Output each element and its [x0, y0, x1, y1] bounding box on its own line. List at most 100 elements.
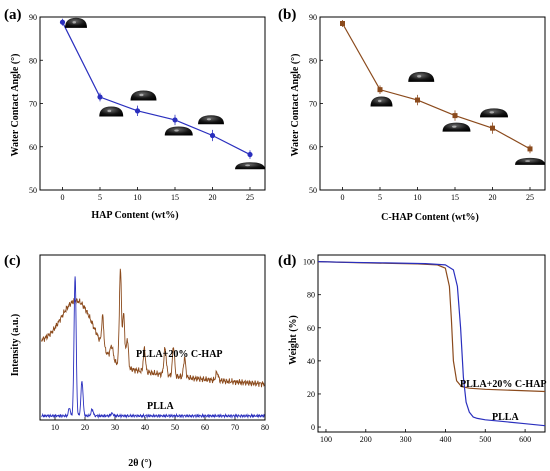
panel-c-xtick-label: 10	[51, 423, 59, 432]
panel-a-data-point	[209, 132, 216, 139]
panel-d-ylabel: Weight (%)	[288, 315, 299, 365]
panel-c-xtick-label: 60	[201, 423, 209, 432]
panel-d-ytick-label: 20	[307, 390, 315, 399]
panel-a-droplet-3-highlight	[174, 129, 179, 132]
panel-d-xtick-label: 600	[519, 435, 531, 444]
panel-a-droplet-1	[99, 106, 124, 117]
panel-c-series-plla	[41, 276, 265, 420]
panel-b-ytick-label: 80	[309, 56, 317, 65]
panel-a-droplet-5-highlight	[245, 164, 251, 167]
panel-b-ytick-label: 60	[309, 143, 317, 152]
panel-c-series-composite	[41, 268, 265, 388]
panel-c-chart: 10 20 30 40 50 60 70 80	[39, 254, 269, 432]
panel-b-ytick-label: 90	[309, 13, 317, 22]
panel-d-ytick-label: 0	[311, 423, 315, 432]
panel-a-droplet-5	[235, 162, 265, 170]
panel-b-droplet-3	[480, 108, 508, 118]
panel-a-xtick-label: 10	[134, 193, 142, 202]
panel-a-data-point	[59, 19, 66, 25]
panel-b-xtick-label: 0	[341, 193, 345, 202]
panel-a-data-point	[134, 108, 141, 114]
panel-a-series-line	[61, 21, 251, 156]
panel-d-xtick-label: 400	[439, 435, 451, 444]
panel-a-droplet-4-highlight	[206, 118, 211, 121]
panel-a-ytick-label: 90	[29, 13, 37, 22]
panel-b-droplet-0-highlight	[377, 99, 382, 103]
panel-b-xtick-label: 10	[414, 193, 422, 202]
panel-a-droplet-0	[65, 17, 87, 28]
panel-d-tag: (d)	[278, 253, 296, 269]
panel-c-frame	[39, 254, 266, 421]
panel-c-xtick-label: 30	[111, 423, 119, 432]
panel-b-droplet-1	[408, 71, 435, 82]
panel-b-data-point	[490, 125, 495, 131]
panel-b-ytick-label: 70	[309, 100, 317, 109]
panel-d-series-plla	[317, 261, 546, 427]
panel-d-annot-plla: PLLA	[492, 412, 519, 423]
panel-b-xtick-label: 25	[526, 193, 534, 202]
panel-c-xtick-label: 40	[141, 423, 149, 432]
panel-c-tag: (c)	[4, 253, 21, 269]
panel-a-xtick-label: 15	[171, 193, 179, 202]
panel-d-xtick-label: 500	[479, 435, 491, 444]
panel-b-data-point	[452, 113, 458, 119]
panel-d-ytick-label: 60	[307, 324, 315, 333]
panel-d-ytick-label: 40	[307, 357, 315, 366]
panel-b-xtick-label: 15	[451, 193, 459, 202]
panel-a-droplet-3	[164, 126, 193, 136]
panel-c-xtick-label: 20	[81, 423, 89, 432]
panel-b-xlabel: C-HAP Content (wt%)	[381, 212, 479, 223]
panel-d-ytick-label: 80	[307, 291, 315, 300]
panel-c-xtick-label: 80	[261, 423, 269, 432]
panel-b-tag: (b)	[278, 7, 296, 23]
panel-a-droplet-2-highlight	[139, 93, 144, 97]
panel-b-data-point	[377, 87, 383, 93]
panel-c-annot-composite: PLLA+20% C-HAP	[136, 349, 223, 360]
panel-a-xtick-label: 0	[61, 193, 65, 202]
panel-b-droplet-3-highlight	[489, 111, 495, 114]
panel-a-chart: 0 5 10 15 20 25 50 60 70 80 90	[29, 13, 266, 202]
panel-c-annot-plla: PLLA	[147, 401, 174, 412]
panel-b-droplet-0	[370, 96, 393, 107]
panel-b-xtick-label: 20	[489, 193, 497, 202]
panel-b-data-point	[527, 146, 533, 152]
panel-a-ylabel: Water Contact Angle (°)	[10, 54, 21, 157]
panel-b-data-point	[415, 97, 420, 103]
panel-b-droplet-2-highlight	[452, 125, 457, 128]
panel-b-droplet-2	[442, 122, 471, 132]
panel-a-data-point	[97, 94, 103, 100]
panel-a-frame	[39, 16, 266, 191]
panel-b-droplet-4	[515, 157, 545, 165]
panel-a-data-point	[172, 117, 178, 123]
panel-a-xtick-label: 5	[98, 193, 102, 202]
panel-b-data-point	[340, 20, 345, 26]
panel-a-xtick-label: 20	[209, 193, 217, 202]
panel-c-xtick-label: 50	[171, 423, 179, 432]
panel-c-xtick-label: 70	[231, 423, 239, 432]
panel-b-chart: 0 5 10 15 20 25 50 60 70 80 90	[309, 13, 546, 202]
panel-b-ytick-label: 50	[309, 186, 317, 195]
panel-a-data-point	[247, 151, 253, 158]
panel-b-droplet-1-highlight	[417, 75, 422, 78]
panel-a-ytick-label: 70	[29, 100, 37, 109]
panel-a-droplet-2	[130, 90, 157, 101]
panel-d-xtick-label: 200	[360, 435, 372, 444]
panel-a-ytick-label: 60	[29, 143, 37, 152]
panel-b-xtick-label: 5	[378, 193, 382, 202]
panel-d-ytick-label: 100	[303, 258, 315, 267]
panel-a-tag: (a)	[4, 7, 22, 23]
panel-a-droplet-0-highlight	[72, 21, 76, 24]
panel-a-droplet-4	[198, 115, 224, 125]
panel-d-xtick-label: 300	[400, 435, 412, 444]
panel-c-xlabel: 2θ (°)	[128, 458, 151, 469]
panel-b-series-line	[341, 23, 531, 150]
panel-a-droplet-1-highlight	[107, 109, 112, 113]
panel-b-ylabel: Water Contact Angle (°)	[290, 54, 301, 157]
panel-d-chart: 100 200 300 400 500 600 0 20 40 60 80 100	[303, 254, 546, 444]
panel-a-xlabel: HAP Content (wt%)	[91, 210, 178, 221]
panel-a-xtick-label: 25	[246, 193, 254, 202]
panel-d-xtick-label: 100	[320, 435, 332, 444]
panel-c-ylabel: Intensity (a.u.)	[10, 314, 21, 377]
panel-b-droplet-4-highlight	[525, 160, 530, 162]
